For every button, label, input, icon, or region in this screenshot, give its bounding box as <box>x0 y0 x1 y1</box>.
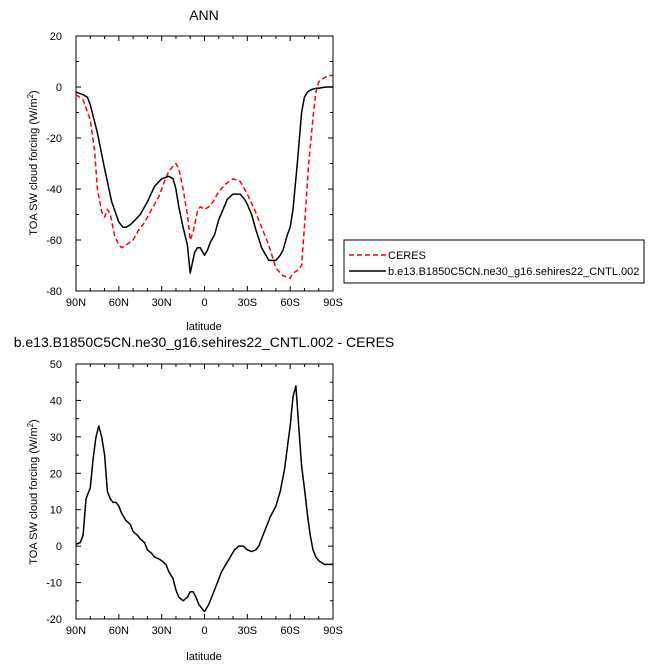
bottom-y-tick-label: 0 <box>56 541 62 553</box>
bottom-y-tick-label: 20 <box>50 468 62 480</box>
bottom-x-tick-label: 0 <box>201 625 207 637</box>
bottom-x-axis-label: latitude <box>186 651 221 663</box>
bottom-y-tick-label: 10 <box>50 505 62 517</box>
top-x-tick-label: 60S <box>280 297 300 309</box>
bottom-axis-ticks: 90N 60N 30N 0 30S 60S 90S -20 -10 0 10 20 30 40 50 <box>46 359 343 637</box>
bottom-x-tick-label: 60N <box>109 625 129 637</box>
bottom-y-tick-label: 40 <box>50 395 62 407</box>
legend-model-label: b.e13.B1850C5CN.ne30_g16.sehires22_CNTL.… <box>388 266 639 278</box>
bottom-y-tick-label: -20 <box>46 614 62 626</box>
bottom-series-line-difference <box>75 385 333 613</box>
bottom-x-tick-label: 90S <box>323 625 343 637</box>
bottom-panel: b.e13.B1850C5CN.ne30_g16.sehires22_CNTL.… <box>14 334 395 663</box>
top-x-tick-label: 30S <box>238 297 258 309</box>
top-plot-frame <box>75 35 334 292</box>
top-y-tick-label: 20 <box>50 31 62 43</box>
bottom-y-tick-label: 30 <box>50 432 62 444</box>
top-y-tick-label: -40 <box>46 184 62 196</box>
top-x-tick-label: 30N <box>152 297 172 309</box>
top-y-axis-label: TOA SW cloud forcing (W/m2) <box>26 90 40 235</box>
legend-ceres-label: CERES <box>388 250 426 262</box>
top-series-line-model <box>75 86 333 274</box>
top-series-line-ceres <box>75 74 333 280</box>
top-x-tick-label: 90S <box>323 297 343 309</box>
bottom-x-tick-label: 30S <box>238 625 258 637</box>
top-chart-title: ANN <box>189 7 219 23</box>
bottom-y-tick-label: -10 <box>46 578 62 590</box>
legend-box <box>343 239 645 284</box>
bottom-y-tick-label: 50 <box>50 359 62 371</box>
top-legend: CERES b.e13.B1850C5CN.ne30_g16.sehires22… <box>343 239 645 284</box>
bottom-y-axis-label: TOA SW cloud forcing (W/m2) <box>26 419 40 564</box>
top-y-tick-label: -20 <box>46 133 62 145</box>
top-y-tick-label: -80 <box>46 286 62 298</box>
top-x-axis-label: latitude <box>186 321 221 333</box>
bottom-x-tick-label: 30N <box>152 625 172 637</box>
top-y-tick-label: -60 <box>46 235 62 247</box>
top-axis-ticks: 90N 60N 30N 0 30S 60S 90S -80 -60 -40 -20 0 20 <box>46 31 343 309</box>
bottom-series-lines <box>75 385 333 613</box>
top-series-lines <box>75 74 333 280</box>
bottom-x-tick-label: 90N <box>66 625 86 637</box>
top-y-tick-label: 0 <box>56 82 62 94</box>
bottom-plot-frame <box>75 363 334 620</box>
top-x-tick-label: 60N <box>109 297 129 309</box>
top-panel: ANN 90N 60N 30N 0 30S 60S 90S -80 -60 -40 -20 0 20 l… <box>26 7 645 333</box>
bottom-x-tick-label: 60S <box>280 625 300 637</box>
bottom-chart-title: b.e13.B1850C5CN.ne30_g16.sehires22_CNTL.… <box>14 334 395 350</box>
top-x-tick-label: 90N <box>66 297 86 309</box>
top-x-tick-label: 0 <box>201 297 207 309</box>
